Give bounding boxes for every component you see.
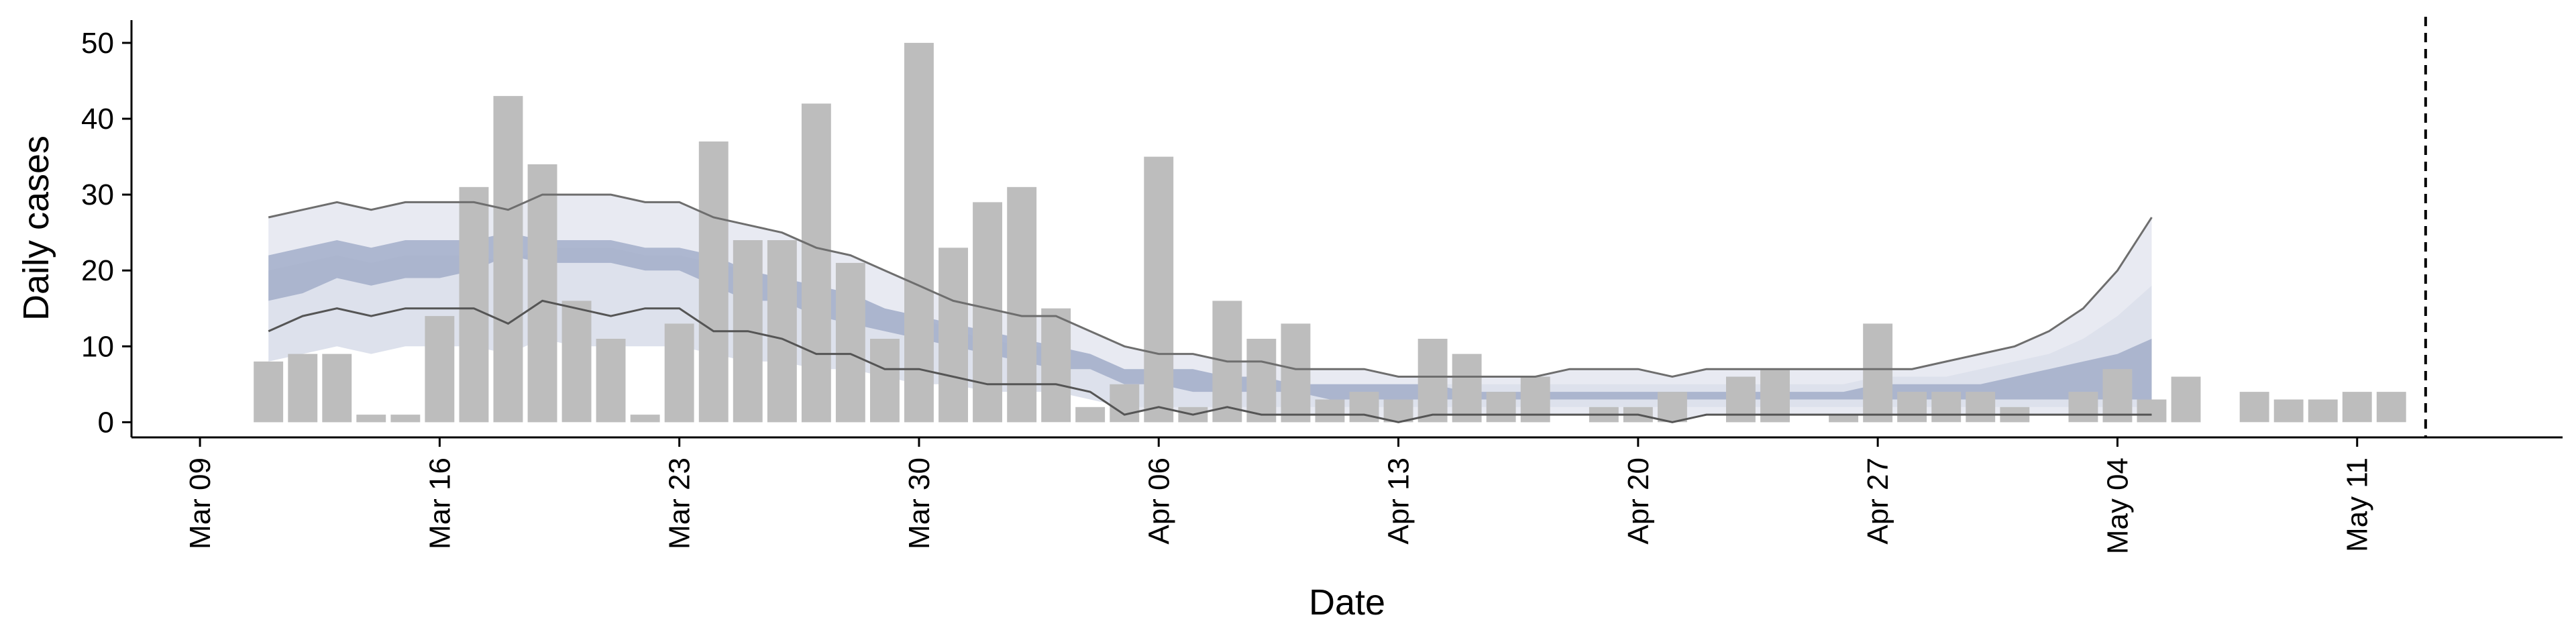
bar <box>870 339 900 423</box>
x-tick-label: Apr 20 <box>1622 458 1655 545</box>
bar <box>801 103 831 423</box>
x-axis-ticks: Mar 09 Mar 16 Mar 23 Mar 30 Apr 06 Apr 13 Apr … <box>184 437 2374 554</box>
bar <box>1041 308 1071 423</box>
bar <box>1829 415 1859 423</box>
bar <box>1863 323 1893 423</box>
bar <box>904 42 934 423</box>
bar <box>1075 407 1106 423</box>
bar <box>1383 399 1413 423</box>
x-tick-label: Mar 23 <box>663 458 696 549</box>
interval-bound-lines <box>268 193 2153 423</box>
x-tick-label: Mar 09 <box>184 458 217 549</box>
bar <box>2376 392 2406 423</box>
bar <box>1452 354 1482 423</box>
bar <box>322 354 352 423</box>
x-tick-label: May 04 <box>2101 458 2134 554</box>
x-axis-label: Date <box>1309 582 1385 623</box>
bar <box>493 96 523 423</box>
y-axis-ticks: 0 10 20 30 40 50 <box>81 27 131 439</box>
bar <box>1931 392 1962 423</box>
bar <box>1007 186 1037 423</box>
bar <box>2102 369 2133 423</box>
bar <box>664 323 694 423</box>
bar <box>2171 376 2201 423</box>
y-tick-label: 0 <box>98 406 114 439</box>
bar <box>1760 369 1790 423</box>
bar <box>2239 392 2269 423</box>
x-tick-label: May 11 <box>2341 458 2374 552</box>
bar <box>1315 399 1345 423</box>
bar <box>630 415 660 423</box>
y-tick-label: 20 <box>81 254 114 287</box>
bar <box>425 316 455 423</box>
x-tick-label: Apr 06 <box>1142 458 1175 545</box>
y-axis-label: Daily cases <box>16 136 56 321</box>
bar <box>698 141 729 423</box>
bar <box>938 248 968 423</box>
bar <box>1144 156 1174 423</box>
y-tick-label: 40 <box>81 103 114 136</box>
bar <box>1110 384 1140 423</box>
daily-case-bars <box>254 42 2406 423</box>
bar <box>835 262 865 423</box>
bar <box>1966 392 1996 423</box>
bar <box>356 415 386 423</box>
bar <box>2342 392 2372 423</box>
upper-bound-line <box>268 193 2153 378</box>
bar <box>767 240 797 423</box>
y-tick-label: 10 <box>81 330 114 363</box>
bar <box>1897 392 1927 423</box>
bar <box>1486 392 1516 423</box>
bar <box>596 339 626 423</box>
bar <box>973 202 1002 423</box>
bar <box>2137 399 2167 423</box>
y-tick-label: 30 <box>81 178 114 211</box>
axes <box>130 20 2563 439</box>
lower-bound-line <box>268 299 2152 423</box>
bar <box>1246 339 1277 423</box>
bar <box>1281 323 1311 423</box>
bar <box>561 301 592 423</box>
bar <box>459 186 489 423</box>
bar <box>390 415 421 423</box>
bar <box>2273 399 2304 423</box>
bar <box>288 354 318 423</box>
bar <box>1658 392 1687 423</box>
y-tick-label: 50 <box>81 27 114 60</box>
bar <box>527 164 557 423</box>
x-tick-label: Mar 30 <box>903 458 936 549</box>
x-tick-label: Apr 13 <box>1383 458 1415 545</box>
x-tick-label: Apr 27 <box>1862 458 1894 545</box>
bar <box>2068 392 2098 423</box>
bar <box>1417 339 1448 423</box>
x-tick-label: Mar 16 <box>423 458 456 549</box>
bar <box>254 361 284 423</box>
bar <box>2308 399 2338 423</box>
